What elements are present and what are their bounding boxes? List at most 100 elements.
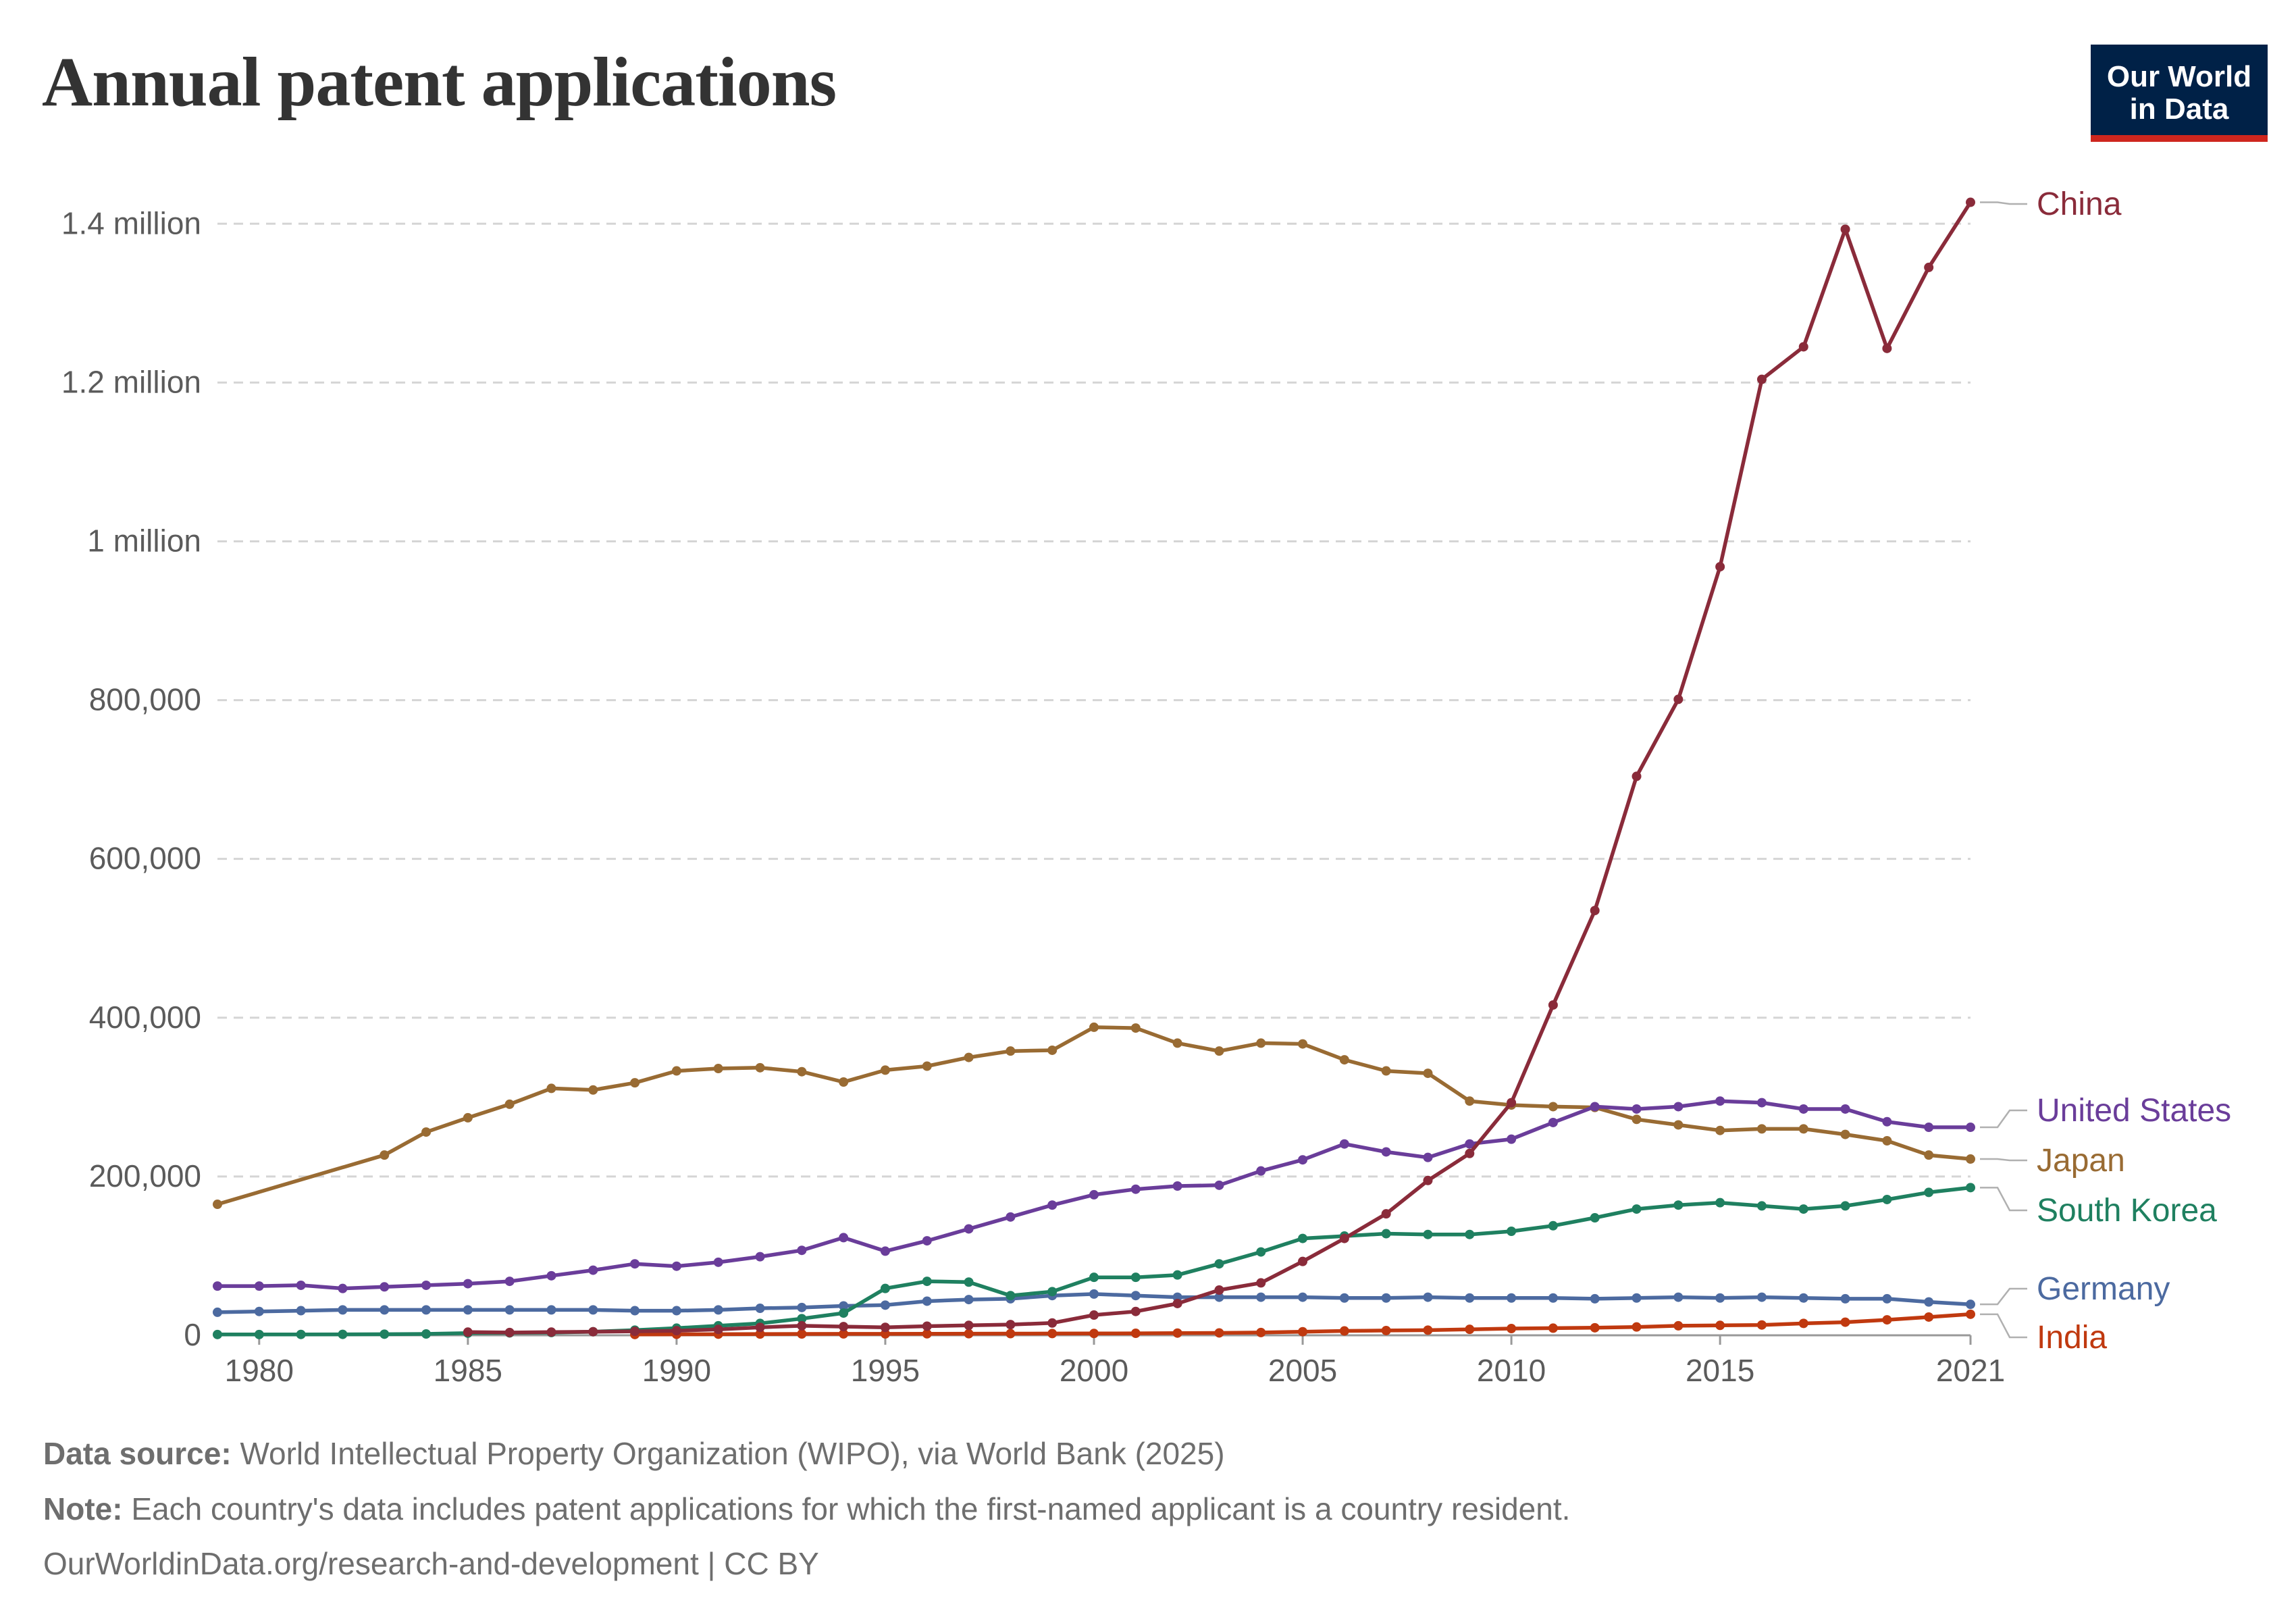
data-point-japan	[1381, 1066, 1391, 1076]
data-point-south-korea	[1298, 1233, 1308, 1243]
data-point-china	[1924, 262, 1934, 272]
data-point-south-korea	[1632, 1204, 1642, 1214]
data-point-united-states	[1507, 1134, 1517, 1144]
data-point-south-korea	[1256, 1247, 1266, 1257]
data-point-japan	[1423, 1069, 1433, 1079]
data-point-united-states	[1298, 1155, 1308, 1165]
data-point-china	[1590, 906, 1600, 916]
y-tick-label: 600,000	[89, 841, 201, 876]
y-tick-label: 800,000	[89, 682, 201, 717]
data-point-china	[1006, 1320, 1016, 1330]
x-tick-label: 1980	[225, 1353, 294, 1388]
data-point-china	[1548, 1000, 1558, 1010]
data-point-south-korea	[922, 1277, 932, 1287]
data-point-india	[755, 1329, 765, 1339]
source-url[interactable]: OurWorldinData.org/research-and-developm…	[43, 1546, 819, 1581]
y-tick-label: 400,000	[89, 1000, 201, 1035]
data-point-south-korea	[1214, 1259, 1224, 1269]
series-line-japan	[215, 1025, 1973, 1206]
data-point-japan	[630, 1078, 640, 1088]
data-point-south-korea	[1507, 1227, 1517, 1237]
data-point-germany	[254, 1306, 264, 1316]
x-tick-label: 2015	[1686, 1353, 1754, 1388]
data-point-south-korea	[1172, 1270, 1182, 1280]
data-point-china	[1256, 1278, 1266, 1288]
data-point-japan	[1006, 1046, 1016, 1056]
data-point-japan	[504, 1099, 515, 1109]
x-tick-label: 1985	[434, 1353, 502, 1388]
data-point-india	[1130, 1329, 1141, 1339]
data-point-south-korea	[1798, 1204, 1808, 1214]
data-point-china	[588, 1327, 598, 1337]
data-point-germany	[671, 1306, 681, 1316]
data-point-united-states	[1465, 1139, 1475, 1149]
data-point-india	[1590, 1322, 1600, 1333]
data-point-india	[1006, 1329, 1016, 1339]
data-point-germany	[213, 1307, 222, 1317]
data-point-china	[1047, 1318, 1058, 1328]
x-tick-label: 2005	[1268, 1353, 1337, 1388]
data-point-united-states	[463, 1279, 473, 1289]
data-point-japan	[1548, 1102, 1558, 1112]
data-point-germany	[296, 1306, 306, 1316]
series-label-south-korea: South Korea	[2037, 1193, 2217, 1229]
note-text: Each country's data includes patent appl…	[131, 1491, 1571, 1526]
data-point-south-korea	[421, 1329, 432, 1339]
data-point-germany	[1298, 1292, 1308, 1302]
data-point-india	[1673, 1320, 1684, 1331]
data-point-japan	[1715, 1125, 1725, 1135]
data-point-south-korea	[1006, 1291, 1016, 1301]
data-point-south-korea	[964, 1277, 974, 1287]
data-point-germany	[797, 1302, 807, 1312]
data-point-united-states	[1256, 1166, 1266, 1176]
data-point-japan	[755, 1062, 765, 1073]
data-point-united-states	[504, 1277, 515, 1287]
data-point-germany	[1339, 1293, 1349, 1303]
data-point-germany	[1214, 1292, 1224, 1302]
data-point-india	[1756, 1320, 1767, 1330]
data-point-germany	[421, 1305, 432, 1315]
data-point-united-states	[1214, 1180, 1224, 1190]
data-point-united-states	[296, 1280, 306, 1290]
data-point-united-states	[1840, 1104, 1850, 1114]
data-point-china	[1298, 1256, 1308, 1266]
data-point-india	[1298, 1327, 1308, 1337]
data-point-india	[1548, 1323, 1558, 1333]
data-point-japan	[1798, 1124, 1808, 1134]
data-point-germany	[1840, 1293, 1850, 1304]
x-tick-label: 2010	[1477, 1353, 1546, 1388]
data-point-germany	[1632, 1293, 1642, 1303]
data-point-germany	[1924, 1297, 1934, 1307]
data-point-united-states	[964, 1224, 974, 1234]
data-point-china	[1632, 771, 1642, 781]
y-tick-label: 1 million	[87, 523, 201, 558]
data-point-japan	[1924, 1150, 1934, 1160]
data-point-united-states	[1924, 1123, 1934, 1133]
data-point-united-states	[1172, 1181, 1182, 1191]
data-point-china	[1423, 1175, 1433, 1185]
data-point-germany	[713, 1305, 723, 1315]
data-point-united-states	[1882, 1116, 1892, 1127]
data-point-germany	[1966, 1300, 1975, 1310]
data-point-japan	[1047, 1045, 1058, 1055]
data-point-germany	[588, 1305, 598, 1315]
data-source-label: Data source:	[43, 1436, 232, 1471]
data-point-germany	[1548, 1293, 1558, 1303]
data-point-south-korea	[880, 1283, 890, 1293]
data-point-south-korea	[1130, 1272, 1141, 1283]
note-label: Note:	[43, 1491, 123, 1526]
data-point-united-states	[1089, 1189, 1099, 1200]
data-point-japan	[380, 1150, 390, 1160]
data-point-japan	[839, 1077, 849, 1087]
data-point-japan	[671, 1066, 681, 1076]
data-point-south-korea	[213, 1329, 222, 1339]
data-point-germany	[463, 1305, 473, 1315]
data-point-germany	[1590, 1293, 1600, 1304]
data-point-china	[504, 1327, 515, 1337]
data-point-south-korea	[1966, 1183, 1975, 1193]
data-point-united-states	[671, 1261, 681, 1271]
data-point-india	[1381, 1325, 1391, 1335]
owid-logo[interactable]: Our World in Data	[2091, 45, 2268, 142]
data-point-china	[839, 1322, 849, 1332]
